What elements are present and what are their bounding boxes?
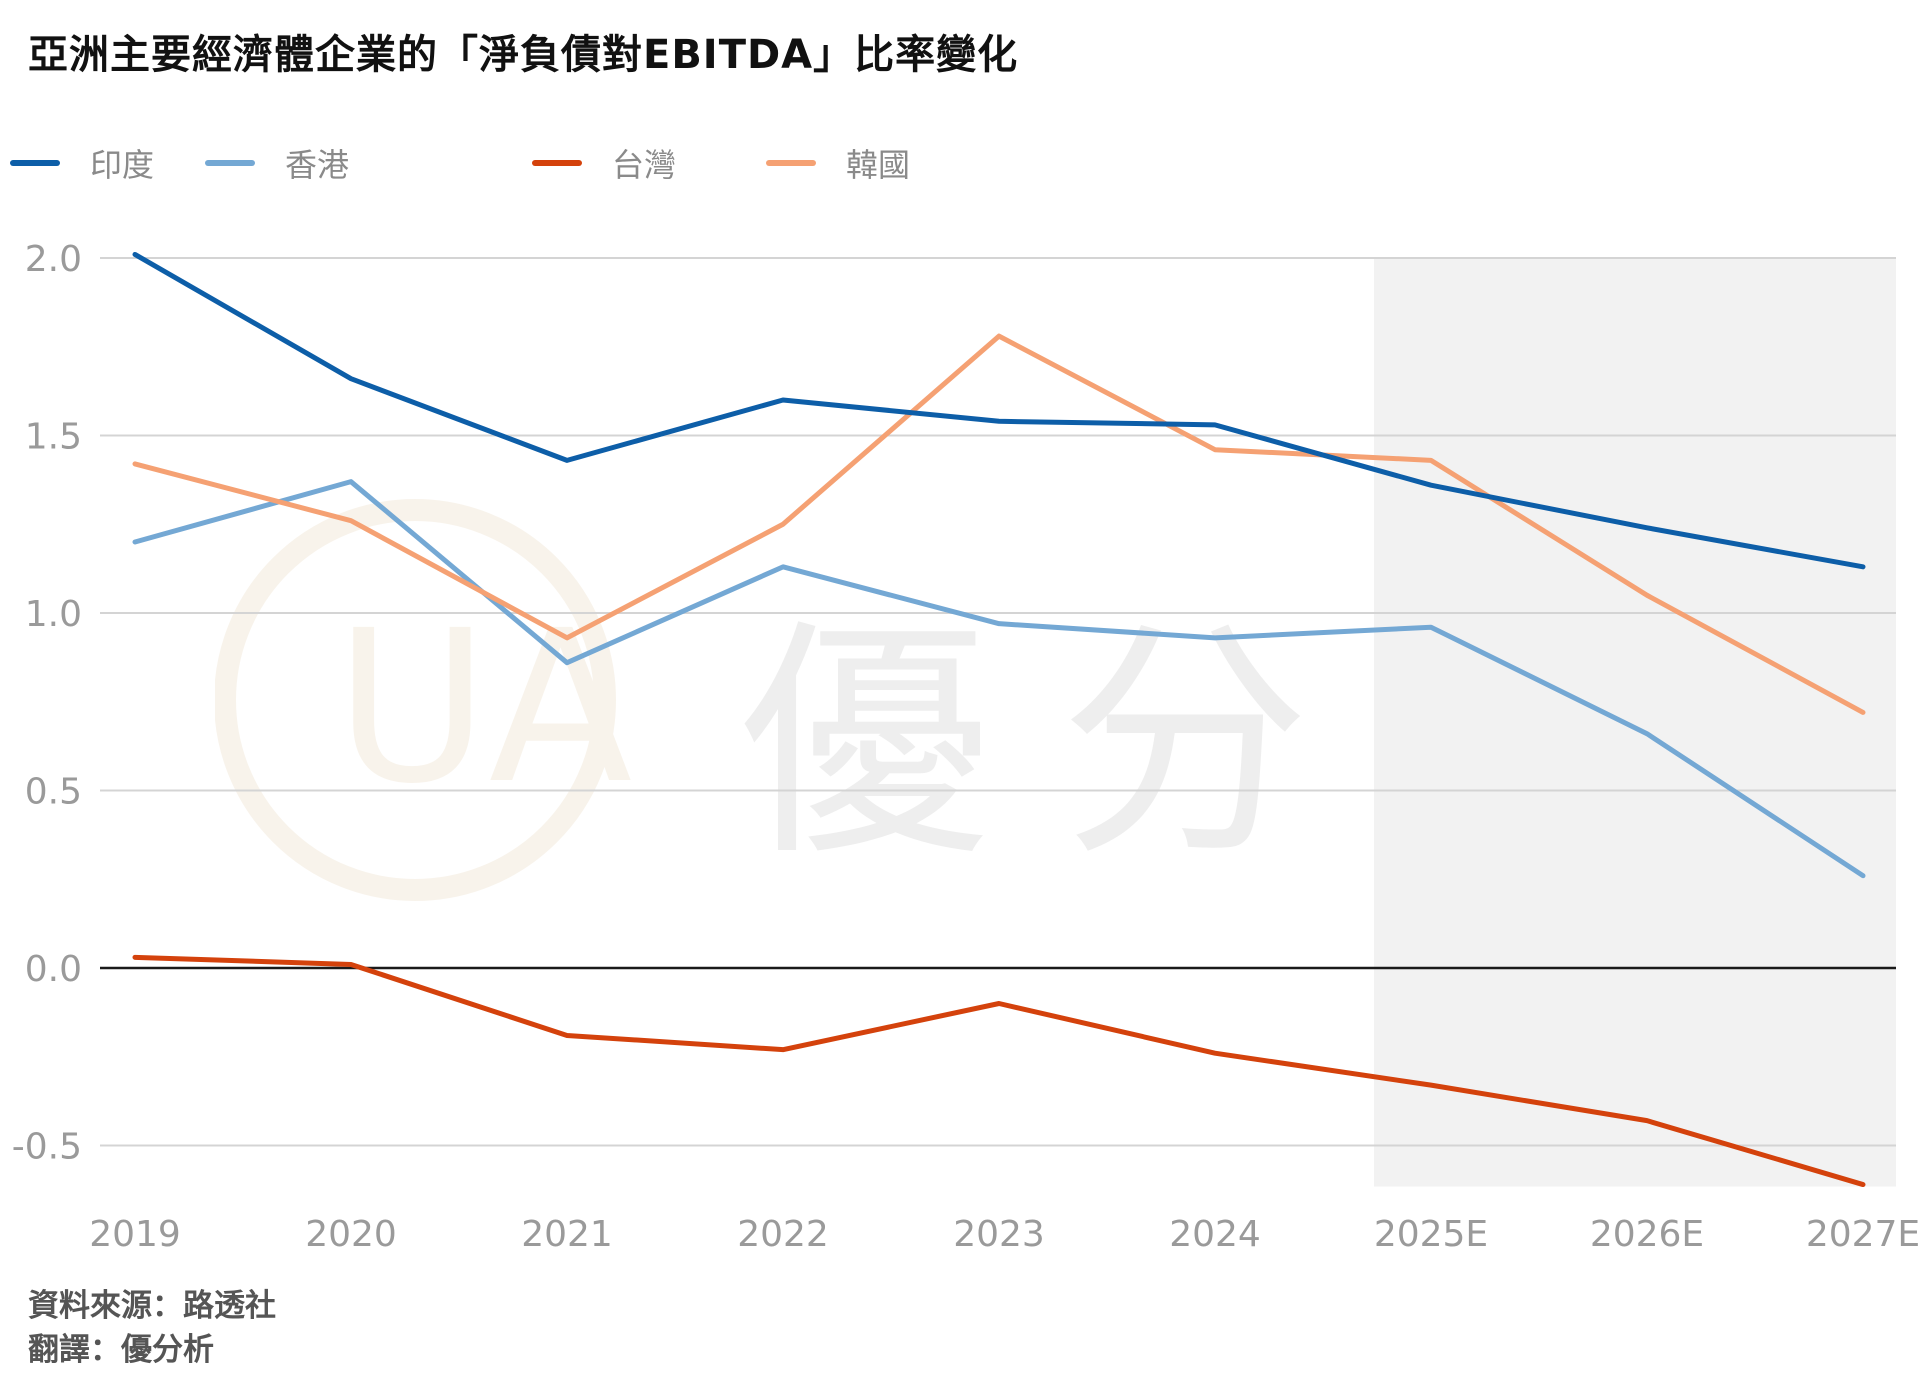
series-layer [132, 251, 1866, 1188]
x-tick-label: 2027E [1806, 1214, 1920, 1255]
watermark-logo-text: UA [335, 585, 632, 830]
y-tick-label: 1.0 [25, 594, 82, 635]
source-note: 資料來源：路透社 [28, 1288, 276, 1324]
chart-title: 亞洲主要經濟體企業的「淨負債對EBITDA」比率變化 [28, 32, 1019, 78]
legend-swatch-korea [766, 160, 816, 166]
legend-item-korea: 韓國 [766, 138, 910, 188]
series-line-hongkong [132, 479, 1866, 879]
legend-swatch-hongkong [205, 160, 255, 166]
x-tick-label: 2022 [737, 1214, 829, 1255]
y-tick-label: 0.0 [25, 949, 82, 990]
legend-label-korea: 韓國 [846, 146, 911, 184]
legend-swatch-india [10, 160, 60, 166]
x-tick-label: 2023 [953, 1214, 1045, 1255]
grid-layer [100, 257, 1896, 1147]
chart-legend: 印度 香港 台灣 韓國 [0, 138, 1000, 188]
x-tick-label: 2019 [89, 1214, 181, 1255]
x-tick-label: 2026E [1590, 1214, 1704, 1255]
chart-footer: 資料來源：路透社 翻譯：優分析 [28, 1284, 276, 1372]
series-line-taiwan [132, 954, 1866, 1188]
y-tick-label: 2.0 [25, 239, 82, 280]
legend-item-hongkong: 香港 [205, 138, 349, 188]
legend-item-india: 印度 [10, 138, 154, 188]
x-axis-ticks: 2019 2020 2021 2022 2023 2024 2025E 2026E 2027E [89, 1214, 1920, 1255]
legend-label-taiwan: 台灣 [612, 146, 677, 184]
y-tick-label: -0.5 [12, 1127, 82, 1168]
x-tick-label: 2025E [1374, 1214, 1488, 1255]
x-tick-label: 2020 [305, 1214, 397, 1255]
watermark-logo: UA [215, 499, 632, 901]
legend-label-india: 印度 [90, 146, 155, 184]
legend-label-hongkong: 香港 [285, 146, 350, 184]
x-tick-label: 2024 [1169, 1214, 1261, 1255]
forecast-band-layer [1374, 258, 1896, 1187]
legend-swatch-taiwan [532, 160, 582, 166]
y-tick-label: 0.5 [25, 772, 82, 813]
x-tick-label: 2021 [521, 1214, 613, 1255]
forecast-band [1374, 258, 1896, 1187]
y-tick-label: 1.5 [25, 417, 82, 458]
translation-note: 翻譯：優分析 [28, 1332, 214, 1368]
series-line-korea [132, 333, 1866, 715]
series-line-india [132, 251, 1866, 570]
y-axis-ticks: 2.0 1.5 1.0 0.5 0.0 -0.5 [12, 239, 82, 1168]
watermark-circle [215, 499, 616, 901]
legend-item-taiwan: 台灣 [532, 138, 676, 188]
